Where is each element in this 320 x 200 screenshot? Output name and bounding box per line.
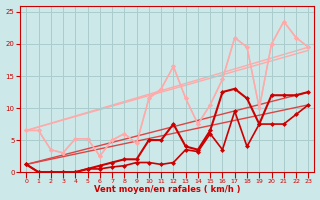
- X-axis label: Vent moyen/en rafales ( km/h ): Vent moyen/en rafales ( km/h ): [94, 185, 241, 194]
